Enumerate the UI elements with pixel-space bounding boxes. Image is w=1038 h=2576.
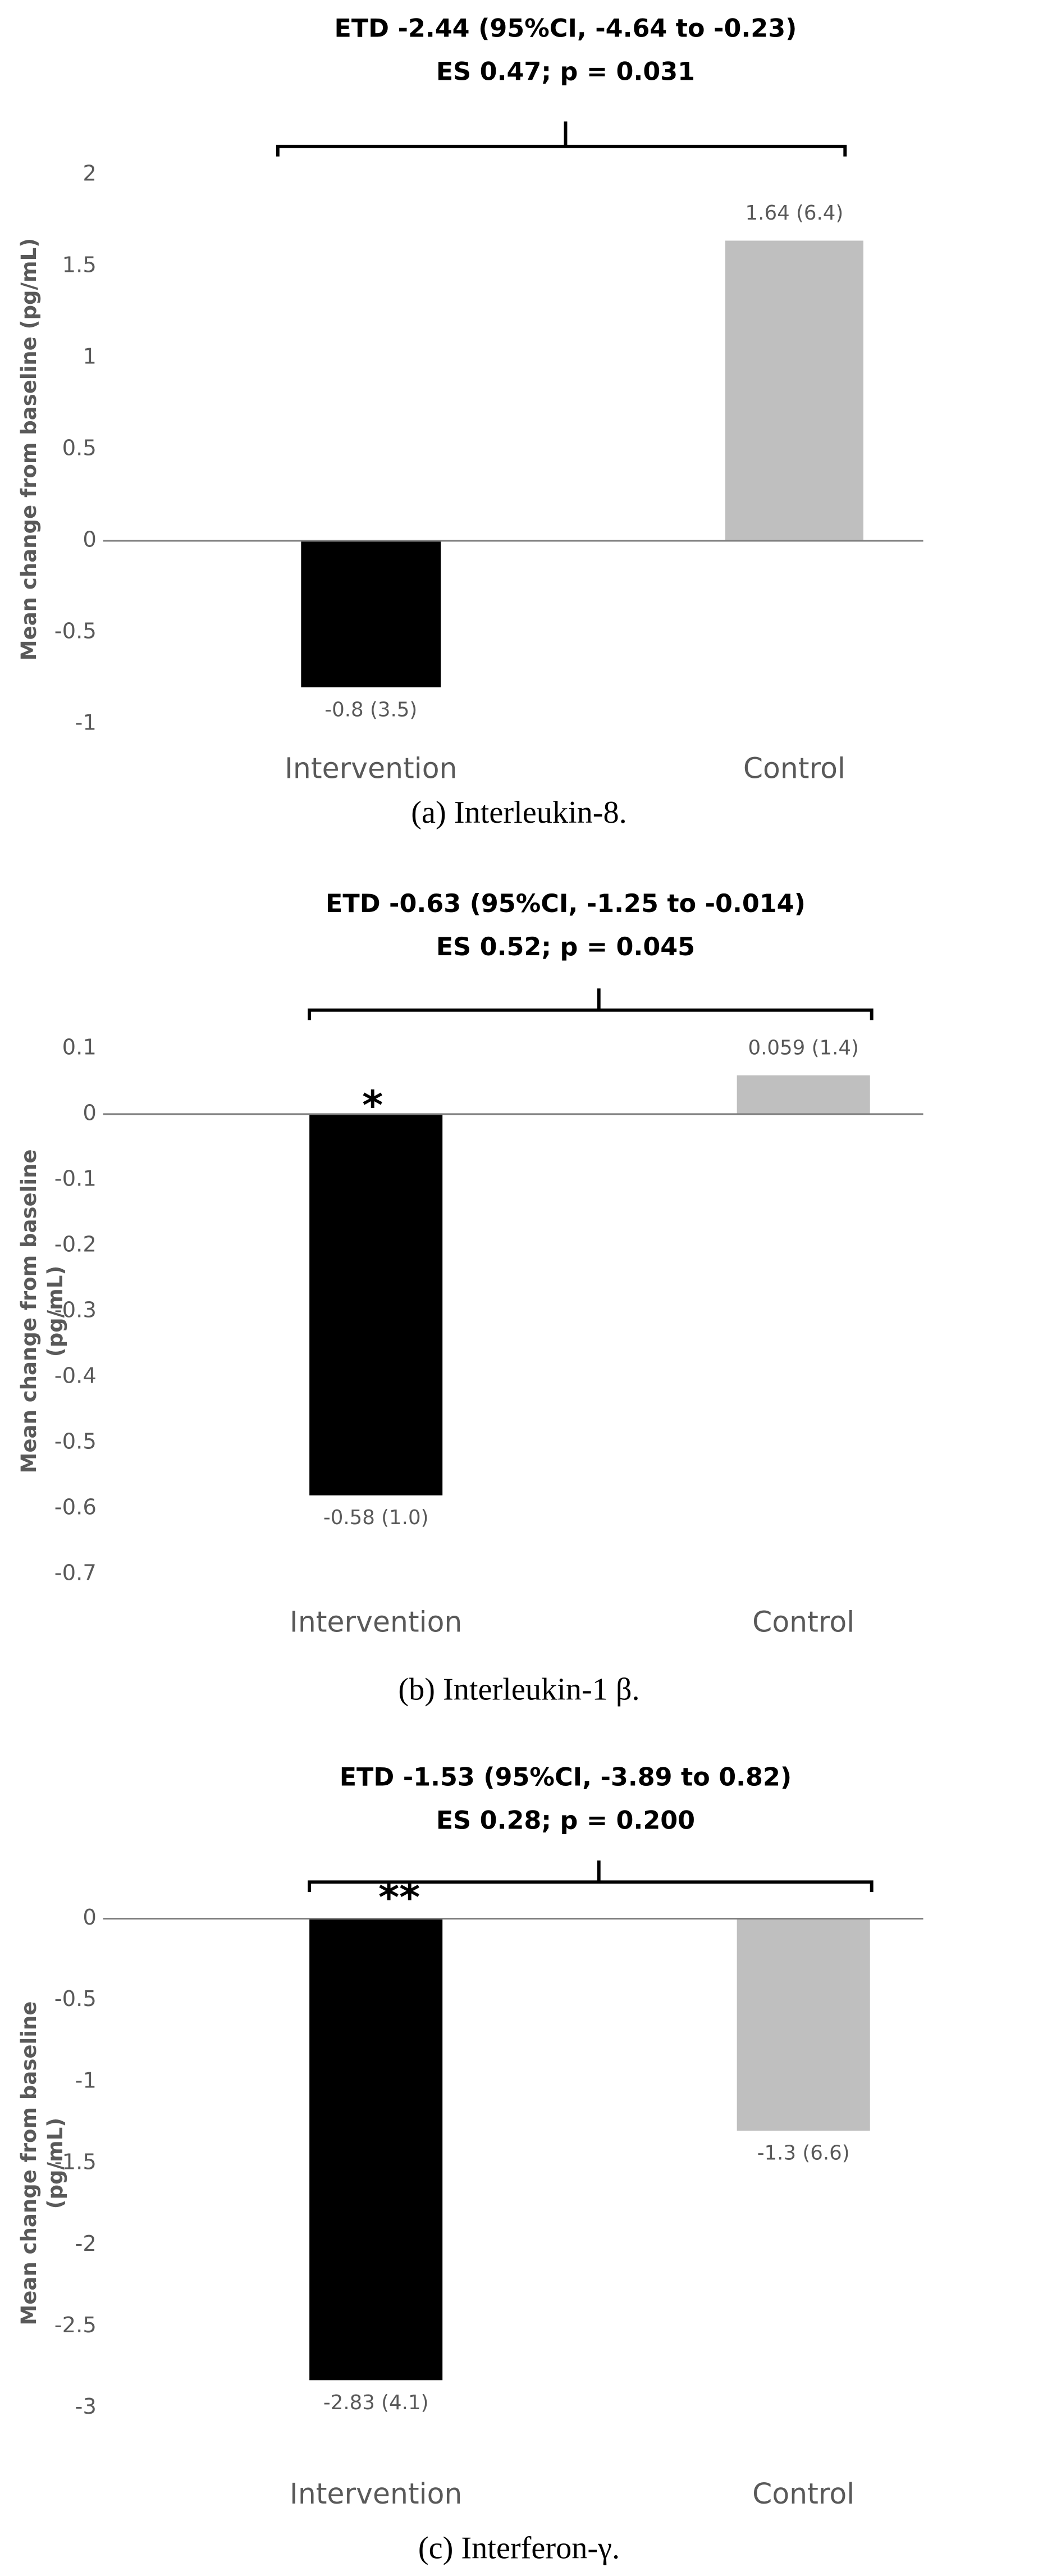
chart-title: ETD -0.63 (95%CI, -1.25 to -0.014) bbox=[326, 890, 806, 918]
y-tick-label: 1 bbox=[83, 344, 97, 370]
bracket bbox=[308, 988, 874, 1020]
x-tick-label: Control bbox=[743, 751, 845, 785]
y-tick-label: 1.5 bbox=[62, 253, 97, 278]
y-axis-label: Mean change from baseline bbox=[17, 1149, 41, 1473]
y-tick-label: -0.5 bbox=[54, 619, 97, 644]
y-tick-label: 0 bbox=[83, 1905, 97, 1930]
significance-marker: * bbox=[362, 1082, 383, 1129]
value-label: -0.58 (1.0) bbox=[323, 1506, 429, 1529]
significance-marker: ** bbox=[378, 1874, 420, 1921]
y-tick-label: 2 bbox=[83, 161, 97, 186]
y-tick-label: -0.4 bbox=[54, 1364, 97, 1389]
y-tick-label: -2 bbox=[75, 2231, 96, 2256]
y-tick-label: 0.5 bbox=[62, 436, 97, 461]
y-axis-label: Mean change from baseline bbox=[17, 2001, 41, 2326]
y-tick-label: -0.2 bbox=[54, 1232, 97, 1257]
chart-title: ES 0.28; p = 0.200 bbox=[436, 1807, 695, 1835]
value-label: -2.83 (4.1) bbox=[323, 2391, 429, 2414]
bar bbox=[309, 1114, 443, 1496]
caption: (a) Interleukin-8. bbox=[411, 795, 627, 830]
x-tick-label: Intervention bbox=[290, 2477, 462, 2510]
x-tick-label: Intervention bbox=[290, 1606, 462, 1639]
chart-title: ETD -2.44 (95%CI, -4.64 to -0.23) bbox=[334, 14, 797, 43]
chart-title: ES 0.47; p = 0.031 bbox=[436, 57, 695, 86]
y-tick-label: -0.6 bbox=[54, 1495, 97, 1520]
y-axis-label: (pg/mL) bbox=[43, 1266, 67, 1357]
y-tick-label: -2.5 bbox=[54, 2313, 97, 2338]
chart-title: ETD -1.53 (95%CI, -3.89 to 0.82) bbox=[340, 1763, 792, 1792]
caption: (c) Interferon-γ. bbox=[418, 2531, 620, 2565]
value-label: -0.8 (3.5) bbox=[324, 698, 417, 721]
bracket bbox=[308, 1860, 874, 1893]
y-tick-label: -0.7 bbox=[54, 1561, 97, 1586]
y-tick-label: -1.5 bbox=[54, 2150, 97, 2175]
bar bbox=[301, 541, 441, 687]
y-tick-label: 0 bbox=[83, 1100, 97, 1125]
bar bbox=[737, 1075, 870, 1114]
x-tick-label: Control bbox=[752, 2477, 854, 2510]
bar bbox=[737, 1918, 870, 2131]
value-label: -1.3 (6.6) bbox=[757, 2142, 850, 2165]
bar bbox=[725, 240, 863, 541]
x-tick-label: Control bbox=[752, 1606, 854, 1639]
bar bbox=[309, 1918, 443, 2381]
caption: (b) Interleukin-1 β. bbox=[398, 1672, 639, 1707]
y-tick-label: -0.5 bbox=[54, 1986, 97, 2012]
value-label: 0.059 (1.4) bbox=[748, 1036, 859, 1059]
y-axis-label: (pg/mL) bbox=[43, 2118, 67, 2209]
y-tick-label: -3 bbox=[75, 2394, 96, 2419]
value-label: 1.64 (6.4) bbox=[746, 202, 844, 225]
y-axis-label: Mean change from baseline (pg/mL) bbox=[17, 238, 41, 660]
y-tick-label: 0 bbox=[83, 527, 97, 553]
y-tick-label: -0.5 bbox=[54, 1429, 97, 1455]
x-tick-label: Intervention bbox=[285, 751, 457, 785]
bracket bbox=[276, 121, 847, 157]
y-tick-label: -0.3 bbox=[54, 1297, 97, 1323]
y-tick-label: -1 bbox=[75, 710, 96, 735]
y-tick-label: -1 bbox=[75, 2068, 96, 2093]
y-tick-label: -0.1 bbox=[54, 1166, 97, 1191]
chart-title: ES 0.52; p = 0.045 bbox=[436, 933, 695, 961]
y-tick-label: 0.1 bbox=[62, 1034, 97, 1060]
